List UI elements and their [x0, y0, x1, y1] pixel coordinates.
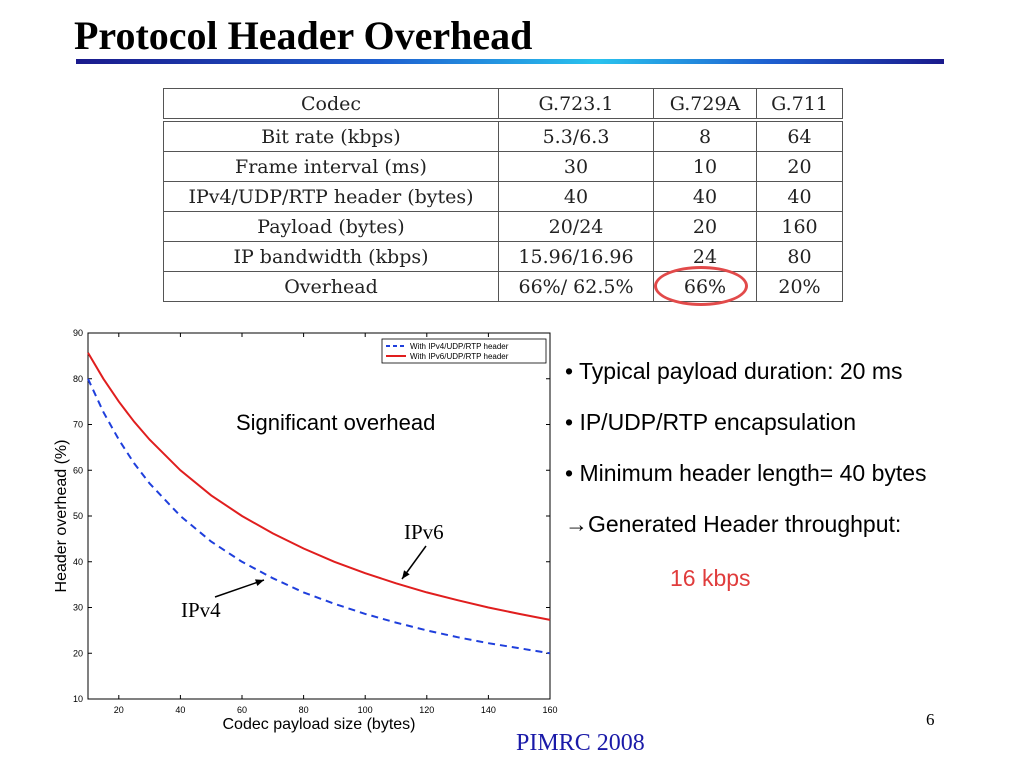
table-cell: 160	[756, 211, 843, 242]
title-underline	[76, 59, 944, 64]
ipv4-arrow	[214, 579, 265, 598]
ipv6-arrow-head	[402, 570, 410, 579]
slide-title: Protocol Header Overhead	[74, 13, 533, 58]
table-cell: Bit rate (kbps)	[163, 119, 499, 152]
x-tick-label: 160	[542, 705, 557, 715]
series-line-ipv6	[87, 352, 551, 621]
ipv4-arrow-head	[255, 579, 264, 587]
table-cell: IPv4/UDP/RTP header (bytes)	[163, 181, 499, 212]
legend-box	[381, 338, 547, 364]
y-tick-label: 20	[73, 648, 83, 658]
bullet-list: • Typical payload duration: 20 ms • IP/U…	[565, 358, 927, 562]
table-cell: 20	[756, 151, 843, 182]
y-tick-label: 80	[73, 374, 83, 384]
y-tick-label: 50	[73, 511, 83, 521]
table-cell: 20%	[756, 271, 843, 302]
highlight-circle	[654, 266, 748, 306]
table-cell: 40	[653, 181, 757, 212]
y-tick-label: 70	[73, 420, 83, 430]
table-cell: 5.3/6.3	[498, 119, 654, 152]
page-number: 6	[926, 710, 935, 729]
codec-table: Codec G.723.1 G.729A G.711 Bit rate (kbp…	[163, 88, 843, 302]
x-tick-label: 80	[299, 705, 309, 715]
table-header-cell: G.723.1	[498, 88, 654, 122]
x-tick-label: 20	[114, 705, 124, 715]
overhead-chart: 20 40 60 80 100 120 140 160 10 20 30 40 50 60 70 80 90 Co…	[53, 328, 558, 733]
bullet-text: Generated Header throughput:	[588, 511, 902, 537]
y-tick-label: 30	[73, 603, 83, 613]
y-tick-label: 90	[73, 328, 83, 338]
table-row: Bit rate (kbps) 5.3/6.3 8 64	[163, 119, 843, 152]
bullet-item: • Typical payload duration: 20 ms	[565, 358, 903, 384]
x-tick-label: 100	[358, 705, 373, 715]
legend-entry: With IPv4/UDP/RTP header	[410, 342, 509, 351]
table-cell: 8	[653, 119, 757, 152]
ipv6-label: IPv6	[404, 520, 444, 544]
table-cell: 20/24	[498, 211, 654, 242]
x-tick-label: 60	[237, 705, 247, 715]
throughput-value: 16 kbps	[670, 565, 751, 591]
table-cell: Frame interval (ms)	[163, 151, 499, 182]
x-tick-label: 120	[419, 705, 434, 715]
table-header-row: Codec G.723.1 G.729A G.711	[163, 88, 843, 122]
table-cell: 15.96/16.96	[498, 241, 654, 272]
table-cell: IP bandwidth (kbps)	[163, 241, 499, 272]
footer-venue: PIMRC 2008	[516, 730, 645, 756]
table-cell: 20	[653, 211, 757, 242]
table-cell: 66%/ 62.5%	[498, 271, 654, 302]
table-cell: 40	[756, 181, 843, 212]
table-cell: Overhead	[163, 271, 499, 302]
y-axis-label: Header overhead (%)	[53, 440, 70, 593]
table-cell: 30	[498, 151, 654, 182]
table-row: IP bandwidth (kbps) 15.96/16.96 24 80	[163, 241, 843, 272]
table-cell: 80	[756, 241, 843, 272]
table-cell: 40	[498, 181, 654, 212]
y-tick-label: 10	[73, 694, 83, 704]
right-arrow-icon: →	[565, 511, 588, 537]
y-tick-label: 60	[73, 465, 83, 475]
legend-entry: With IPv6/UDP/RTP header	[410, 352, 509, 361]
table-row: Payload (bytes) 20/24 20 160	[163, 211, 843, 242]
x-axis-label: Codec payload size (bytes)	[223, 716, 416, 733]
bullet-item-arrow: →Generated Header throughput:	[565, 511, 927, 562]
table-cell: Payload (bytes)	[163, 211, 499, 242]
table-header-cell: G.711	[756, 88, 843, 122]
table-row: IPv4/UDP/RTP header (bytes) 40 40 40	[163, 181, 843, 212]
y-tick-label: 40	[73, 557, 83, 567]
table-header-cell: G.729A	[653, 88, 757, 122]
table-cell: 10	[653, 151, 757, 182]
plot-frame	[87, 332, 551, 700]
ipv4-label: IPv4	[181, 598, 221, 622]
x-tick-label: 40	[175, 705, 185, 715]
bullet-item: • Minimum header length= 40 bytes	[565, 460, 927, 486]
table-row: Frame interval (ms) 30 10 20	[163, 151, 843, 182]
table-cell: 64	[756, 119, 843, 152]
significant-overhead-label: Significant overhead	[236, 410, 436, 435]
table-header-cell: Codec	[163, 88, 499, 122]
bullet-item: • IP/UDP/RTP encapsulation	[565, 409, 857, 435]
x-tick-label: 140	[481, 705, 496, 715]
